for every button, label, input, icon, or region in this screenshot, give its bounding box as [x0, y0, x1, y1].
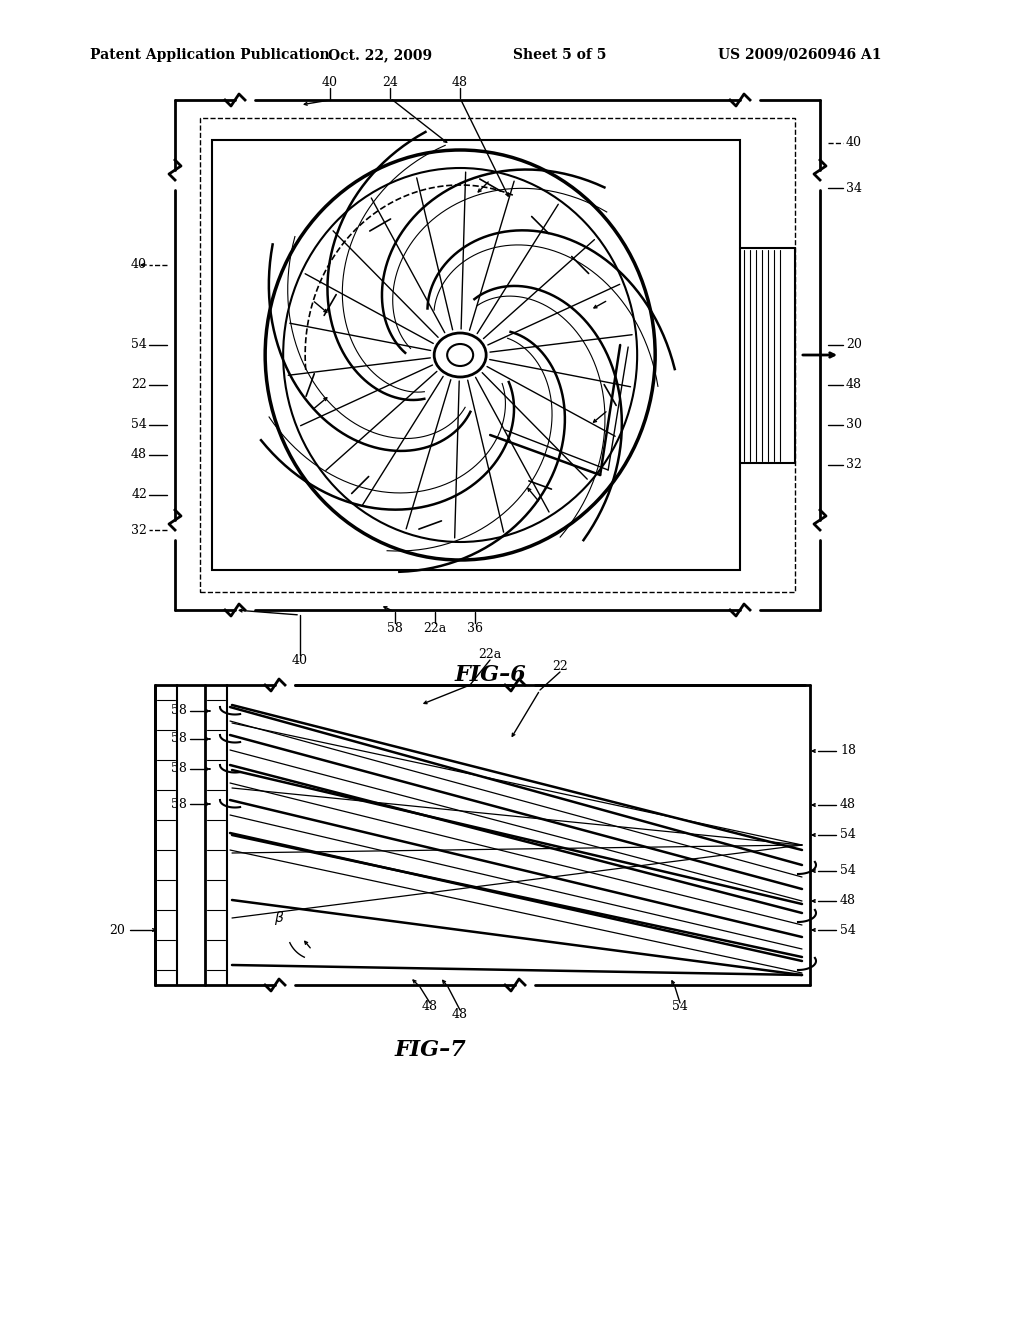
Text: 40: 40: [322, 77, 338, 90]
Text: 48: 48: [846, 379, 862, 392]
Text: FIG–7: FIG–7: [394, 1039, 466, 1061]
Text: 54: 54: [840, 924, 856, 936]
Text: 32: 32: [131, 524, 147, 536]
Text: 42: 42: [131, 488, 147, 502]
Text: 40: 40: [292, 653, 308, 667]
Text: 54: 54: [840, 829, 856, 842]
Text: 48: 48: [422, 1001, 438, 1014]
Bar: [200, 117, 795, 591]
Text: Patent Application Publication: Patent Application Publication: [90, 48, 330, 62]
Text: 20: 20: [846, 338, 862, 351]
Text: 58: 58: [387, 622, 402, 635]
Text: 40: 40: [131, 259, 147, 272]
Text: 48: 48: [131, 449, 147, 462]
Text: 48: 48: [452, 1008, 468, 1022]
Text: 54: 54: [131, 338, 147, 351]
Text: FIG–6: FIG–6: [454, 664, 526, 686]
Text: 54: 54: [672, 1001, 688, 1014]
Text: 36: 36: [467, 622, 483, 635]
Text: 22: 22: [131, 379, 147, 392]
Text: Oct. 22, 2009: Oct. 22, 2009: [328, 48, 432, 62]
Text: 20: 20: [110, 924, 125, 936]
Text: 22a: 22a: [423, 622, 446, 635]
Text: 34: 34: [846, 181, 862, 194]
Text: 58: 58: [171, 797, 187, 810]
Text: 54: 54: [131, 418, 147, 432]
Text: 58: 58: [171, 705, 187, 718]
Text: 48: 48: [840, 799, 856, 812]
Text: 22a: 22a: [478, 648, 502, 661]
Text: Sheet 5 of 5: Sheet 5 of 5: [513, 48, 606, 62]
Bar: [212, 140, 740, 570]
Text: 32: 32: [846, 458, 862, 471]
Text: 40: 40: [846, 136, 862, 149]
Text: 58: 58: [171, 733, 187, 746]
Text: 22: 22: [552, 660, 568, 673]
Text: 48: 48: [452, 77, 468, 90]
Text: 58: 58: [171, 763, 187, 776]
Text: US 2009/0260946 A1: US 2009/0260946 A1: [718, 48, 882, 62]
Text: 30: 30: [846, 418, 862, 432]
Text: $\beta$: $\beta$: [273, 909, 285, 927]
Text: 54: 54: [840, 865, 856, 878]
Text: 24: 24: [382, 77, 398, 90]
Text: 48: 48: [840, 895, 856, 908]
Text: 18: 18: [840, 744, 856, 758]
